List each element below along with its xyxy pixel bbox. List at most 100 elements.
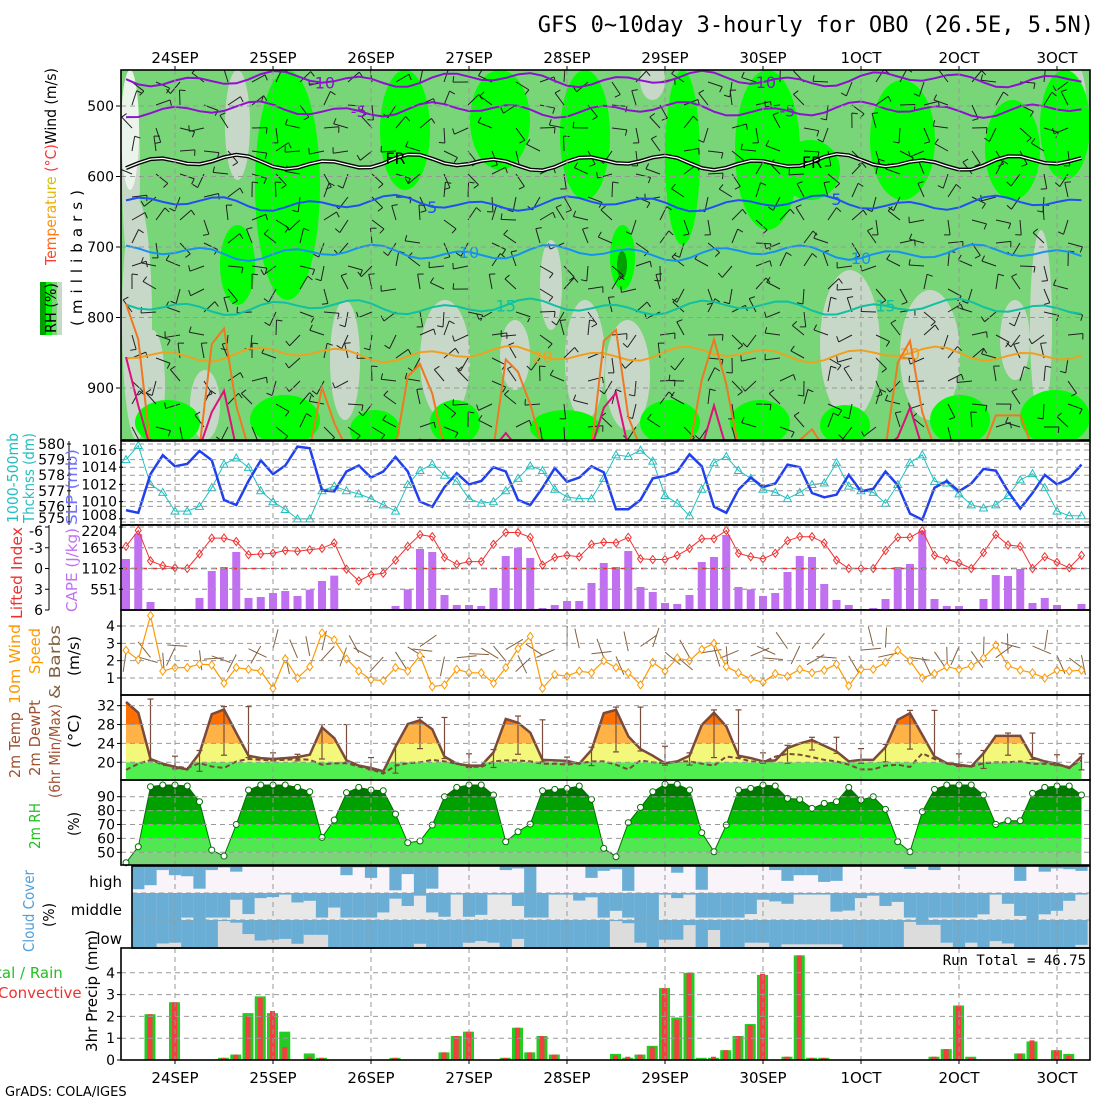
wind-speed-marker [526, 631, 534, 642]
cloud-middle-bar [695, 893, 708, 918]
wind-barb [981, 348, 997, 359]
lifted-index-marker [906, 532, 914, 543]
wind-barb [155, 426, 171, 437]
wind-barb [741, 380, 757, 392]
lifted-index-marker [355, 576, 363, 586]
thickness-label: 1000-500mb [4, 433, 22, 523]
cloud-low-bar [622, 920, 635, 924]
cloud-high-bar [622, 866, 635, 891]
wind-barb [384, 334, 397, 349]
cape-bar [722, 535, 731, 610]
wind-speed-marker [734, 667, 743, 678]
wind-barb-10m [921, 656, 932, 676]
day-label-top: 28SEP [543, 49, 590, 67]
wind-barb [202, 219, 210, 236]
wind-barb [913, 81, 925, 97]
wind-speed-marker [906, 655, 914, 666]
wind-barb [371, 219, 385, 234]
wind-barb [944, 219, 951, 236]
wind-barb [668, 374, 685, 382]
wind-barb [824, 150, 832, 167]
wind-barb [803, 150, 820, 158]
wind-barb [504, 390, 517, 405]
lifted-index-marker [502, 527, 510, 538]
wind-barb-10m [320, 645, 335, 662]
wind-barb [419, 117, 436, 129]
cloud-middle-bar [426, 893, 439, 913]
wind-speed-marker [894, 645, 902, 656]
wind-barb-10m [1081, 654, 1086, 675]
cloud-low-bar [916, 920, 929, 925]
wind-barb [867, 227, 877, 244]
wind-barb [357, 265, 373, 278]
lifted-index-marker [122, 541, 130, 552]
rh-tick-label: 60 [97, 831, 115, 847]
precip-convective-bar [515, 1027, 520, 1060]
wind-barb [491, 166, 508, 175]
wind-barb [284, 146, 301, 153]
wind-barb [308, 395, 325, 405]
cloud-low-bar [487, 920, 500, 943]
rh-marker [330, 816, 338, 824]
li-cape-plot [121, 525, 1090, 610]
wind-barb-10m [515, 657, 531, 673]
wind-barb [121, 162, 133, 175]
wind-barb [452, 262, 469, 270]
wind-barb [947, 373, 964, 382]
wind-barb-10m [204, 657, 225, 660]
day-label-bottom: 26SEP [347, 1069, 394, 1087]
wind-barb [827, 173, 840, 188]
wind-tick-label: 2 [106, 654, 115, 670]
wind-barb [142, 276, 157, 290]
wind-barb-10m [137, 641, 151, 658]
wind-barb [251, 127, 268, 134]
rh-moist-patch [665, 70, 700, 245]
wind-speed-marker [1004, 661, 1012, 671]
cloud-low-bar [536, 920, 549, 947]
cloud-middle-bar [352, 893, 365, 918]
wind-barb-10m [536, 648, 555, 658]
thickness-marker [157, 487, 168, 496]
cloud-low-bar [1063, 920, 1076, 947]
thickness-marker [182, 506, 193, 515]
wind-barb-10m [574, 628, 580, 649]
wind-barb [478, 414, 493, 428]
wind-barb [416, 388, 423, 405]
wind-barb [299, 311, 315, 323]
wind-barb [657, 342, 665, 359]
lifted-index-marker [771, 548, 779, 559]
day-label-bottom: 27SEP [445, 1069, 492, 1087]
wind-barb [500, 213, 517, 221]
cloud-middle-bar [573, 893, 586, 901]
cape-bar [244, 597, 253, 610]
wind-speed-marker [636, 680, 645, 690]
cape-bar [293, 595, 302, 610]
thickness-marker [868, 487, 879, 496]
wind-barb [263, 229, 277, 244]
rh-marker [453, 783, 461, 791]
cape-bar [893, 566, 902, 610]
wind-barb [670, 357, 685, 371]
rh-moist-patch [640, 400, 700, 440]
cloud-middle-bar [401, 893, 414, 906]
wind-barb [539, 334, 553, 349]
wind-speed-marker [624, 667, 632, 678]
wind-barb [797, 380, 805, 397]
wind-barb [347, 265, 363, 276]
wind-barb [203, 301, 219, 313]
rh-dry-patch [121, 70, 139, 190]
rh-marker [379, 787, 387, 795]
date-axis-labels: 24SEP 24SEP 25SEP 25SEP 26SEP 26SEP 27SEP 27SEP… [151, 49, 1078, 1087]
cloud-row-high-background [132, 866, 1090, 893]
wind-barb [838, 426, 853, 440]
cloud-middle-bar [1014, 893, 1027, 916]
wind-speed-marker [159, 666, 167, 676]
cloud-high-bar [585, 866, 598, 878]
cloud-high-bar [511, 866, 525, 869]
rh-low-patch [225, 70, 250, 180]
wind-barb [671, 183, 685, 198]
lifted-index-marker [379, 568, 387, 579]
wind-barb [599, 380, 613, 395]
wind-barb [443, 320, 455, 336]
precip-convective-bar [637, 1054, 643, 1060]
